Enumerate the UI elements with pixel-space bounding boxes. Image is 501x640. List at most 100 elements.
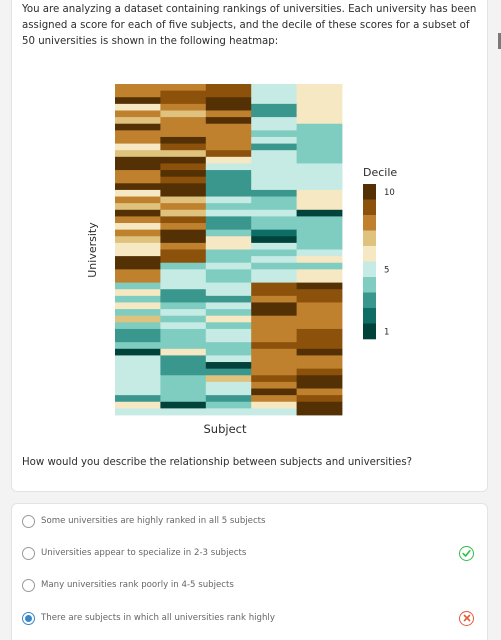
scrollbar[interactable] xyxy=(498,33,501,49)
heatmap-cell xyxy=(115,103,161,111)
heatmap-cell xyxy=(205,275,252,283)
color-legend: 10 5 1 xyxy=(363,184,395,340)
y-axis-label: University xyxy=(86,222,99,278)
heatmap-cell xyxy=(115,408,161,416)
heatmap-cell xyxy=(205,381,252,389)
heatmap-cell xyxy=(251,269,297,277)
radio-button[interactable] xyxy=(22,546,35,560)
legend-swatch xyxy=(363,199,376,216)
heatmap-cell xyxy=(160,183,207,191)
heatmap-cell xyxy=(115,242,161,250)
heatmap-cell xyxy=(160,242,207,250)
heatmap-cell xyxy=(296,388,343,396)
heatmap-cell xyxy=(296,249,343,257)
heatmap-cell xyxy=(296,229,343,237)
heatmap-cell xyxy=(205,335,252,343)
heatmap-cell xyxy=(205,309,252,317)
check-circle-icon xyxy=(459,545,474,561)
heatmap-cell xyxy=(251,156,297,164)
answer-options: Some universities are highly ranked in a… xyxy=(11,503,488,640)
heatmap-cell xyxy=(251,388,297,396)
heatmap-cell xyxy=(205,375,252,383)
heatmap-cell xyxy=(160,269,207,277)
legend-swatch xyxy=(363,184,376,200)
heatmap-cell xyxy=(160,176,207,184)
heatmap-cell xyxy=(115,342,161,350)
heatmap-cell xyxy=(115,223,161,231)
heatmap-cell xyxy=(160,229,207,237)
heatmap-cell xyxy=(115,381,161,389)
heatmap-cell xyxy=(160,110,207,118)
heatmap-cell xyxy=(160,156,207,164)
heatmap-cell xyxy=(296,84,343,92)
legend-swatch xyxy=(363,323,376,340)
option-1[interactable]: Some universities are highly ranked in a… xyxy=(22,511,482,531)
option-2[interactable]: Universities appear to specialize in 2-3… xyxy=(22,543,482,563)
heatmap-cell xyxy=(115,189,161,197)
option-3[interactable]: Many universities rank poorly in 4-5 sub… xyxy=(22,575,482,595)
heatmap-cell xyxy=(160,388,207,396)
heatmap-cell xyxy=(115,388,161,396)
heatmap-cell xyxy=(251,84,297,92)
heatmap-cell xyxy=(205,236,252,244)
question-prompt: How would you describe the relationship … xyxy=(22,457,413,468)
heatmap-cell xyxy=(296,209,343,217)
heatmap-cell xyxy=(160,163,207,171)
heatmap-cell xyxy=(205,216,252,224)
heatmap-cell xyxy=(296,203,343,211)
heatmap-cell xyxy=(160,262,207,270)
legend-title: Decile xyxy=(363,166,397,179)
heatmap-cell xyxy=(160,342,207,350)
heatmap-cell xyxy=(296,368,343,376)
heatmap-cell xyxy=(160,328,207,336)
heatmap-cell xyxy=(296,289,343,297)
heatmap-cell xyxy=(251,90,297,98)
heatmap-cell xyxy=(205,242,252,250)
x-circle-icon xyxy=(459,610,474,626)
heatmap-cell xyxy=(251,229,297,237)
heatmap-cell xyxy=(205,103,252,111)
heatmap-cell xyxy=(115,315,161,323)
heatmap-cell xyxy=(251,249,297,257)
heatmap-cell xyxy=(205,136,252,144)
heatmap-cell xyxy=(205,395,252,403)
heatmap-cell xyxy=(251,401,297,409)
heatmap-cell xyxy=(160,275,207,283)
legend-tick-label: 1 xyxy=(384,327,389,337)
heatmap-cell xyxy=(205,123,252,131)
heatmap-cell xyxy=(160,302,207,310)
radio-button[interactable] xyxy=(22,514,35,528)
heatmap-cell xyxy=(251,289,297,297)
heatmap-cell xyxy=(115,401,161,409)
heatmap-cell xyxy=(251,362,297,370)
heatmap-cell xyxy=(160,408,207,416)
heatmap-cell xyxy=(115,309,161,317)
heatmap-cell xyxy=(251,176,297,184)
heatmap-cell xyxy=(251,183,297,191)
heatmap-cell xyxy=(296,348,343,356)
heatmap-cell xyxy=(296,335,343,343)
heatmap-cell xyxy=(205,84,252,92)
option-4[interactable]: There are subjects in which all universi… xyxy=(22,608,482,628)
heatmap-cell xyxy=(251,262,297,270)
heatmap-cell xyxy=(251,103,297,111)
heatmap-cell xyxy=(115,216,161,224)
heatmap-cell xyxy=(251,163,297,171)
heatmap-cell xyxy=(115,249,161,257)
heatmap-cell xyxy=(160,282,207,290)
heatmap-cell xyxy=(296,322,343,330)
heatmap-cell xyxy=(205,295,252,303)
heatmap-cell xyxy=(251,170,297,178)
heatmap-cell xyxy=(115,269,161,277)
radio-button-selected[interactable] xyxy=(22,611,35,625)
heatmap-cell xyxy=(115,262,161,270)
heatmap-cell xyxy=(115,368,161,376)
heatmap-cell xyxy=(251,209,297,217)
heatmap-cell xyxy=(296,401,343,409)
question-text: You are analyzing a dataset containing r… xyxy=(22,4,477,47)
heatmap-cell xyxy=(205,196,252,204)
heatmap-cell xyxy=(251,130,297,138)
heatmap-cell xyxy=(296,295,343,303)
heatmap-cell xyxy=(251,256,297,264)
radio-button[interactable] xyxy=(22,578,35,592)
